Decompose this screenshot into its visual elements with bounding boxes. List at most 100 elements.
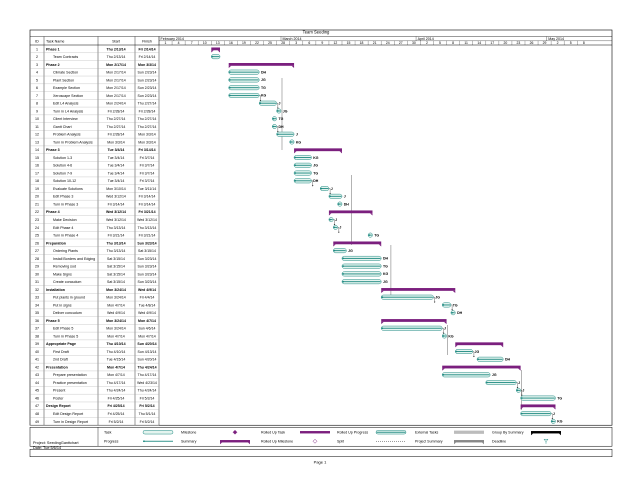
table-row[interactable]: 36 Phase 5 Mon 3/24/14 Mon 4/7/14 — [35, 319, 156, 323]
summary-bar[interactable] — [442, 365, 521, 371]
table-row[interactable]: 15 Solution 1-3 Tue 3/4/14 Fri 3/7/14 — [35, 156, 154, 160]
table-row[interactable]: 46 Poster Fri 4/25/14 Fri 5/2/14 — [35, 396, 154, 400]
table-row[interactable]: 40 First Draft Thu 4/10/14 Sun 4/13/14 — [35, 350, 156, 354]
task-bar[interactable]: DH — [450, 310, 463, 316]
table-row[interactable]: 41 2nd Draft Tue 4/15/14 Sun 4/20/14 — [35, 358, 156, 362]
table-row[interactable]: 38 Turn in Phase 5 Mon 4/7/14 Mon 4/7/14 — [35, 334, 156, 338]
table-row[interactable]: 45 Present Thu 4/24/14 Thu 4/24/14 — [35, 389, 156, 393]
summary-bar[interactable] — [228, 63, 295, 68]
summary-bar[interactable] — [294, 148, 342, 154]
summary-bar[interactable] — [381, 319, 447, 325]
table-row[interactable]: 9 Turn in L4 Analysis Fri 2/28/14 Fri 2/28/… — [36, 109, 155, 113]
table-row[interactable]: 16 Solution 4-6 Tue 3/4/14 Fri 3/7/14 — [35, 164, 154, 168]
table-row[interactable]: 32 Installation Mon 3/24/14 Wed 4/9/14 — [35, 288, 156, 292]
task-bar[interactable]: JG — [341, 279, 388, 285]
table-row[interactable]: 19 Evaluate Solutions Mon 3/10/14 Tue 3/11/… — [35, 187, 156, 191]
task-bar[interactable]: KG — [289, 139, 302, 145]
table-row[interactable]: 42 Presentation Mon 4/7/14 Thu 4/24/14 — [35, 365, 157, 369]
task-bar[interactable]: DH — [476, 356, 511, 362]
table-row[interactable]: 18 Solution 10-12 Tue 3/4/14 Fri 3/7/14 — [35, 179, 154, 183]
task-bar[interactable] — [211, 54, 221, 60]
table-row[interactable]: 48 Edit Design Report Fri 4/25/14 Thu 5/1/1… — [35, 412, 155, 416]
task-bar[interactable]: JG — [228, 77, 266, 83]
summary-bar[interactable] — [211, 47, 220, 53]
task-bar[interactable]: KG — [550, 418, 563, 424]
table-row[interactable]: 21 Turn in Phase 3 Fri 3/14/14 Fri 3/14/14 — [35, 202, 155, 206]
task-bar[interactable]: TG — [293, 170, 318, 176]
table-row[interactable]: 11 Gantt Chart Thu 2/27/14 Thu 2/27/14 — [35, 125, 156, 129]
table-row[interactable]: 17 Solution 7-9 Tue 3/4/14 Fri 3/7/14 — [35, 171, 154, 175]
task-bar[interactable]: J — [516, 387, 524, 393]
table-row[interactable]: 13 Turn in Problem Analysis Mon 3/3/14 Mon … — [35, 140, 156, 144]
task-bar[interactable]: J — [276, 131, 298, 137]
table-row[interactable]: 2 Team Contracts Thu 2/13/14 Fri 2/14/14 — [36, 55, 155, 59]
task-bar[interactable]: JG — [333, 248, 353, 254]
table-row[interactable]: 6 Example Section Mon 2/17/14 Sun 2/23/14 — [36, 86, 156, 90]
task-bar[interactable]: J — [520, 411, 555, 417]
table-row[interactable]: 24 Edit Phase 4 Thu 3/13/14 Thu 3/13/14 — [35, 226, 156, 230]
task-bar[interactable]: DH — [272, 124, 284, 129]
table-row[interactable]: 47 Design Report Fri 4/25/14 Fri 5/2/14 — [35, 404, 155, 408]
task-bar[interactable]: JG — [455, 349, 479, 354]
table-row[interactable]: 10 Client Interview Thu 2/27/14 Thu 2/27/14 — [35, 117, 156, 121]
task-bar[interactable]: JG — [293, 162, 318, 168]
task-bar[interactable]: TG — [272, 116, 284, 122]
task-bar[interactable]: J — [258, 100, 280, 106]
task-bar[interactable]: J — [485, 380, 520, 386]
table-row[interactable]: 43 Prepare presentation Mon 4/7/14 Thu 4/17… — [35, 373, 156, 377]
summary-bar[interactable] — [520, 404, 556, 410]
table-row[interactable]: 34 Put in signs Mon 4/7/14 Tue 4/8/14 — [35, 303, 155, 307]
task-bar[interactable]: KG — [341, 271, 389, 277]
table-row[interactable]: 5 Plant Section Mon 2/17/14 Sun 2/23/14 — [36, 78, 156, 82]
table-row[interactable]: 44 Practice presentation Thu 4/17/14 Wed 4/… — [35, 381, 157, 385]
summary-bar[interactable] — [333, 241, 382, 247]
table-row[interactable]: 49 Turn in Design Report Fri 5/2/14 Fri 5/2… — [35, 420, 154, 424]
task-name: Practice presentation — [53, 381, 87, 385]
task-bar[interactable]: KG — [293, 155, 319, 160]
task-bar[interactable]: DH — [228, 69, 267, 75]
table-row[interactable]: 20 Edit Phase 3 Wed 3/12/14 Fri 3/14/14 — [35, 195, 155, 199]
table-row[interactable]: 37 Edit Phase 5 Mon 3/24/14 Sun 4/6/14 — [35, 327, 156, 331]
table-row[interactable]: 35 Deliver concudum Wed 4/9/14 Wed 4/9/14 — [35, 311, 156, 315]
table-row[interactable]: 1 Phase 1 Thu 2/13/14 Fri 2/14/14 — [36, 47, 156, 51]
table-row[interactable]: 25 Turn in Phase 4 Fri 3/21/14 Fri 3/21/14 — [35, 234, 155, 238]
day-label: 10 — [203, 41, 207, 45]
table-row[interactable]: 29 Removing sod Sat 3/15/14 Sun 3/23/14 — [35, 265, 156, 269]
table-row[interactable]: 14 Phase 3 Tue 3/4/14 Fri 3/14/14 — [35, 148, 156, 152]
table-row[interactable]: 27 Ordering Plants Thu 3/13/14 Sat 3/15/14 — [35, 249, 156, 253]
table-row[interactable]: 26 Preparation Thu 3/13/14 Sun 3/23/14 — [35, 241, 157, 245]
task-bar[interactable]: JG — [276, 108, 288, 114]
task-bar[interactable]: TG — [367, 232, 379, 238]
task-bar[interactable]: J — [380, 325, 446, 331]
task-bar[interactable]: J — [319, 186, 333, 192]
table-row[interactable]: 39 Appropriate Page Thu 4/10/14 Sun 4/20/14 — [35, 342, 157, 346]
task-bar[interactable]: TG — [520, 395, 563, 401]
table-row[interactable]: 3 Phase 2 Mon 2/17/14 Mon 3/3/14 — [36, 63, 156, 67]
summary-bar[interactable] — [328, 210, 373, 216]
task-bar[interactable]: KG — [228, 92, 267, 98]
task-bar[interactable]: TG — [341, 263, 388, 269]
table-row[interactable]: 7 Xeroscape Section Mon 2/17/14 Sun 2/23/14 — [36, 94, 156, 98]
task-bar[interactable]: J — [328, 217, 337, 223]
task-bar[interactable]: J — [333, 224, 341, 230]
task-bar[interactable]: JG — [441, 372, 497, 378]
table-row[interactable]: 30 Make Signs Sat 3/15/14 Sun 3/23/14 — [35, 272, 156, 276]
table-row[interactable]: 22 Phase 4 Wed 3/12/14 Fri 3/21/14 — [35, 210, 156, 214]
summary-bar[interactable] — [455, 342, 504, 348]
task-bar[interactable]: DH — [293, 178, 319, 184]
task-bar[interactable]: JG — [380, 294, 440, 300]
table-row[interactable]: 28 Install Borders and Edging Sat 3/15/14 S… — [35, 257, 156, 261]
table-row[interactable]: 33 Put plants in ground Mon 3/24/14 Fri 4/4… — [35, 296, 154, 300]
task-bar[interactable]: DH — [337, 201, 350, 207]
table-row[interactable]: 4 Climate Section Mon 2/17/14 Sun 2/23/14 — [36, 71, 156, 75]
table-row[interactable]: 23 Make Decision Wed 3/12/14 Wed 3/12/14 — [35, 218, 157, 222]
task-bar[interactable]: KG — [441, 333, 454, 339]
task-bar[interactable]: DH — [341, 255, 389, 261]
summary-bar[interactable] — [381, 288, 456, 294]
table-row[interactable]: 31 Create concudum Sat 3/15/14 Sun 3/23/14 — [35, 280, 156, 284]
task-bar[interactable]: J — [328, 193, 346, 199]
task-bar[interactable]: TG — [228, 85, 266, 91]
table-row[interactable]: 8 Edit L4 Analysis Mon 2/24/14 Thu 2/27/14 — [36, 102, 156, 106]
task-bar[interactable]: TG — [441, 302, 458, 308]
table-row[interactable]: 12 Problem Analysis Fri 2/28/14 Mon 3/3/14 — [35, 133, 156, 137]
